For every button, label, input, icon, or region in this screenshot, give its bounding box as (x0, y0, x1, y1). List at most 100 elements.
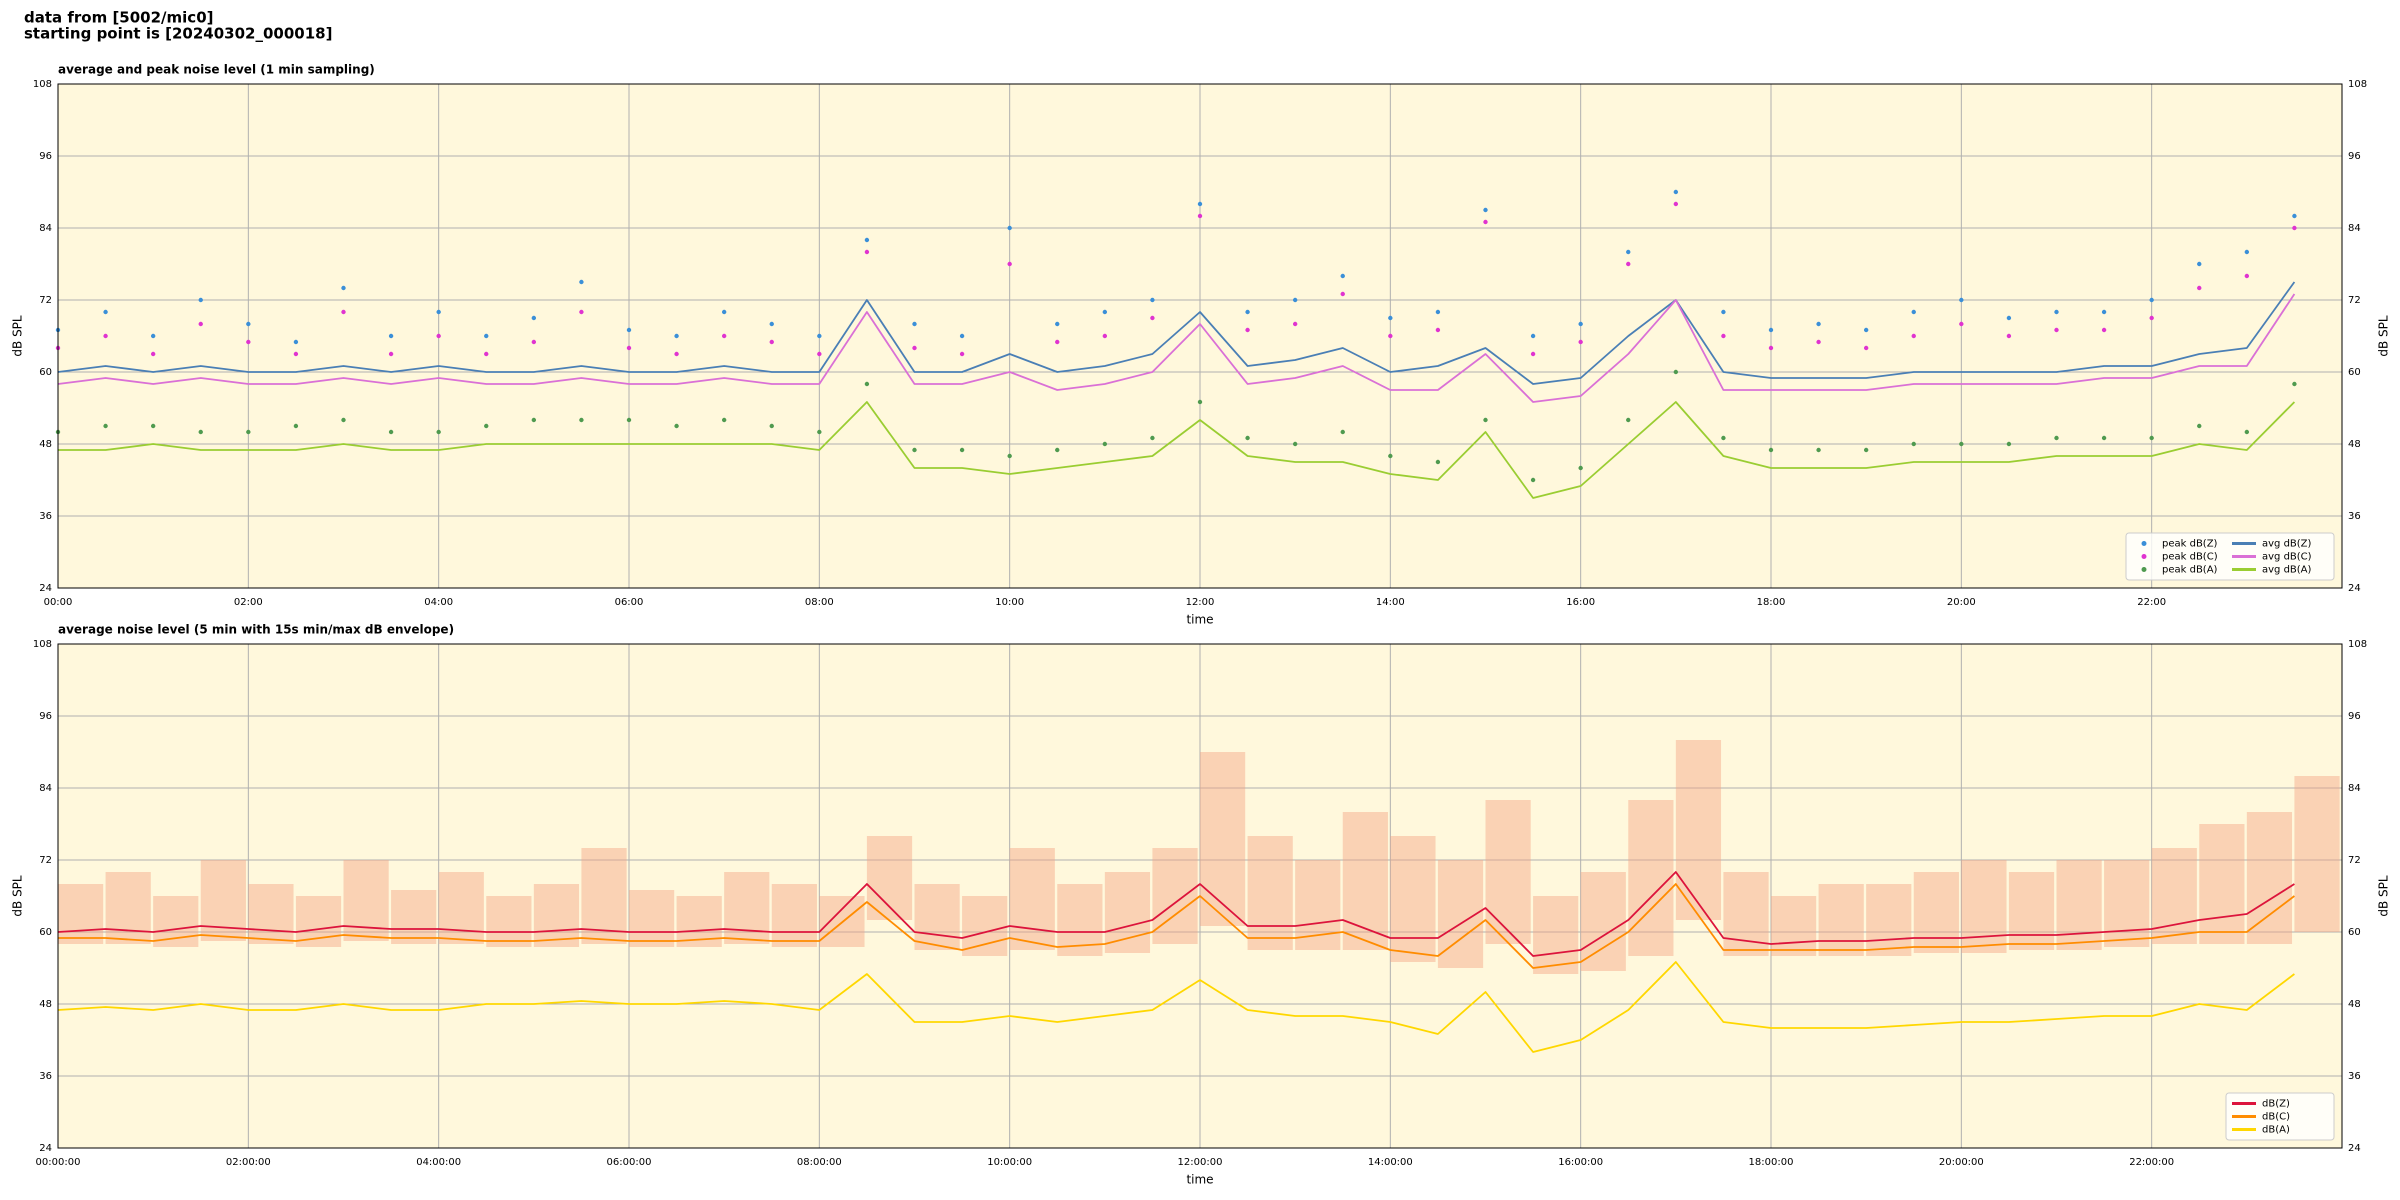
y-tick-label: 96 (39, 711, 52, 722)
peak-point (817, 333, 822, 339)
y-tick-label: 24 (39, 1143, 52, 1154)
peak-point (817, 429, 822, 435)
peak-point (103, 423, 108, 429)
peak-point (246, 339, 251, 345)
peak-point (1911, 441, 1916, 447)
envelope-band (1675, 740, 1722, 920)
peak-point (1197, 201, 1203, 207)
peak-point (1483, 207, 1488, 213)
x-tick-label: 08:00 (805, 597, 834, 608)
peak-point (2197, 423, 2202, 429)
peak-point (1292, 441, 1298, 447)
envelope-band (962, 896, 1008, 956)
x-tick-label: 12:00:00 (1178, 1157, 1223, 1168)
x-tick-label: 12:00 (1186, 597, 1215, 608)
peak-point (769, 321, 774, 327)
peak-point (1007, 453, 1012, 459)
y-tick-label-right: 72 (2348, 855, 2361, 866)
x-tick-label: 00:00:00 (36, 1157, 81, 1168)
envelope-band (629, 890, 675, 947)
y-tick-label: 96 (39, 151, 52, 162)
peak-point (2101, 435, 2107, 441)
legend-label: avg dB(Z) (2262, 539, 2312, 550)
peak-point (293, 423, 299, 429)
envelope-band (1771, 896, 1817, 956)
peak-point (2244, 273, 2250, 279)
y-tick-label: 60 (39, 927, 52, 938)
y-tick-label: 36 (39, 511, 52, 522)
peak-point (1245, 309, 1250, 315)
peak-point (484, 351, 489, 357)
peak-point (674, 333, 679, 339)
envelope-band (2294, 776, 2340, 932)
legend-label: dB(A) (2262, 1125, 2290, 1136)
peak-point (864, 381, 870, 387)
peak-point (1530, 477, 1536, 483)
peak-point (341, 285, 346, 291)
peak-point (1340, 429, 1345, 435)
x-tick-label: 08:00:00 (797, 1157, 842, 1168)
x-tick-label: 10:00:00 (987, 1157, 1032, 1168)
y-tick-label-right: 60 (2348, 367, 2361, 378)
peak-point (1388, 453, 1393, 459)
envelope-band (1628, 800, 1674, 956)
peak-point (2292, 381, 2297, 387)
y-tick-label-right: 108 (2348, 639, 2367, 650)
x-tick-label: 16:00:00 (1558, 1157, 1603, 1168)
peak-point (2197, 285, 2202, 291)
y-tick-label: 48 (39, 999, 52, 1010)
x-tick-label: 04:00:00 (416, 1157, 461, 1168)
peak-point (484, 333, 489, 339)
x-tick-label: 06:00 (615, 597, 644, 608)
series-line (58, 401, 2296, 499)
y-tick-label-right: 48 (2348, 999, 2361, 1010)
peak-point (198, 321, 203, 327)
peak-point (1911, 309, 1916, 315)
peak-point (1959, 321, 1964, 327)
legend-marker (2141, 567, 2147, 572)
peak-point (2292, 225, 2297, 231)
peak-point (1959, 297, 1964, 303)
envelope-band (533, 884, 580, 947)
peak-point (388, 351, 394, 357)
peak-point (1483, 219, 1488, 225)
peak-point (531, 417, 537, 423)
peak-point (721, 417, 727, 423)
peak-point (1673, 201, 1679, 207)
series-line (57, 871, 2295, 957)
legend-label: avg dB(A) (2262, 565, 2312, 576)
legend-label: peak dB(Z) (2162, 539, 2218, 550)
peak-point (1483, 417, 1488, 423)
peak-point (1816, 447, 1821, 453)
peak-point (388, 333, 394, 339)
legend-label: avg dB(C) (2262, 552, 2312, 563)
legend-box (2125, 532, 2335, 581)
peak-point (2101, 327, 2107, 333)
peak-point (1673, 189, 1679, 195)
chart-title: average and peak noise level (1 min samp… (58, 63, 375, 77)
peak-point (2244, 249, 2250, 255)
peak-point (674, 423, 679, 429)
peak-point (2006, 315, 2012, 321)
peak-point (293, 351, 299, 357)
peak-point (2244, 429, 2250, 435)
legend-marker (2141, 554, 2147, 559)
peak-point (1150, 315, 1155, 321)
y-tick-label: 60 (39, 367, 52, 378)
peak-point (1435, 459, 1441, 465)
peak-point (2149, 435, 2154, 441)
envelope-band (1818, 884, 1864, 956)
peak-point (1863, 447, 1869, 453)
peak-point (1768, 345, 1774, 351)
peak-point (959, 351, 965, 357)
y-tick-label: 108 (33, 79, 52, 90)
peak-point (1435, 327, 1441, 333)
peak-point (1721, 333, 1726, 339)
x-tick-label: 16:00 (1566, 597, 1595, 608)
peak-point (579, 309, 584, 315)
x-tick-label: 18:00:00 (1749, 1157, 1794, 1168)
envelope-band (581, 848, 627, 944)
y-tick-label-right: 84 (2348, 223, 2361, 234)
peak-point (150, 423, 156, 429)
